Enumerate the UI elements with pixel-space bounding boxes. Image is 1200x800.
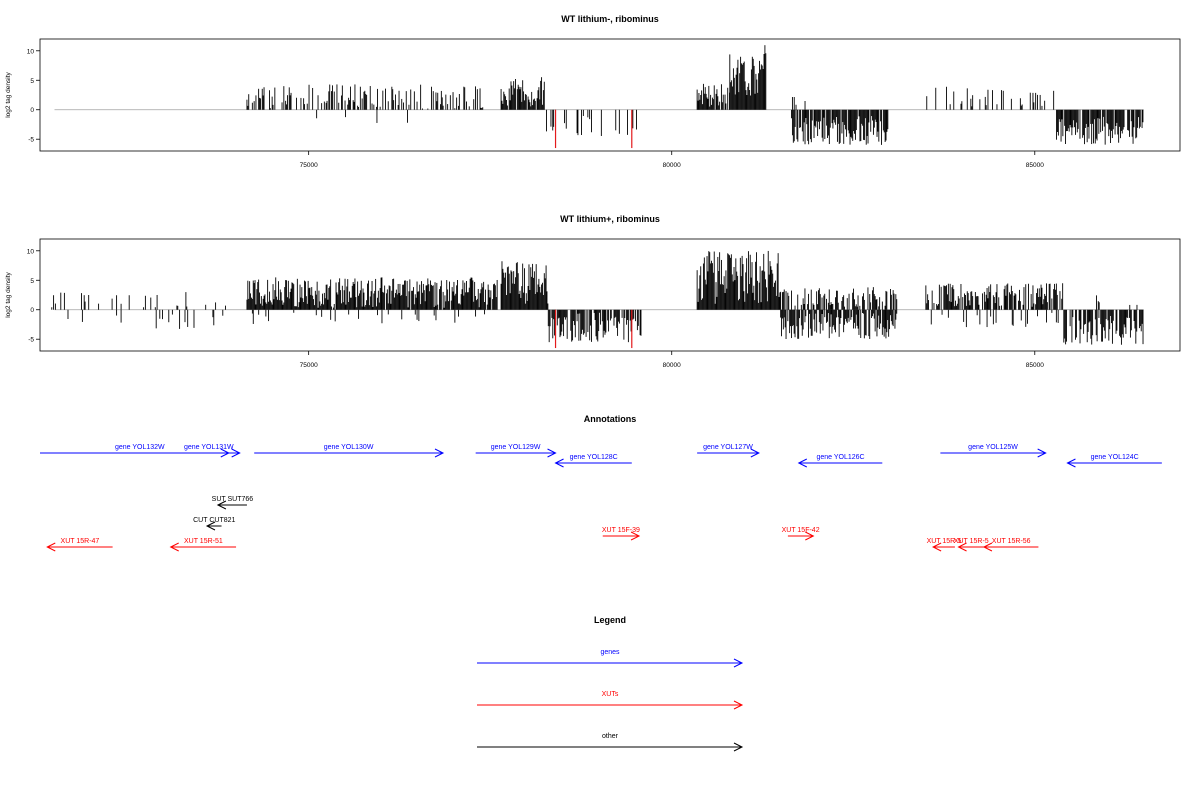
y-tick-label: -5 bbox=[28, 337, 34, 344]
highlight-bars bbox=[554, 309, 633, 349]
arrowhead-icon bbox=[216, 500, 227, 510]
x-tick-label: 85000 bbox=[1026, 162, 1044, 169]
feature-gene: gene YOL126C bbox=[797, 454, 883, 468]
feature-xut: XUT 15F-39 bbox=[602, 527, 641, 541]
arrowhead-icon bbox=[46, 542, 56, 552]
arrowhead-icon bbox=[805, 531, 815, 541]
feature-label: XUT 15F-39 bbox=[602, 527, 640, 534]
plot-frame bbox=[39, 38, 1181, 152]
legend-label: genes bbox=[600, 649, 620, 656]
y-tick-label: 10 bbox=[27, 48, 35, 55]
feature-xut: XUT 15R-47 bbox=[46, 538, 113, 552]
y-tick-label: 5 bbox=[30, 278, 34, 285]
y-axis-label: log2 tag density bbox=[5, 71, 12, 117]
x-tick-label: 75000 bbox=[300, 362, 318, 369]
feature-label: XUT 15R-5 bbox=[954, 538, 989, 545]
feature-label: gene YOL125W bbox=[968, 444, 1018, 451]
legend-label: XUTs bbox=[602, 691, 619, 698]
feature-gene: gene YOL124C bbox=[1066, 454, 1162, 468]
feature-label: gene YOL129W bbox=[491, 444, 541, 451]
feature-label: CUT CUT821 bbox=[193, 517, 235, 524]
arrowhead-icon bbox=[733, 700, 744, 710]
feature-label: gene YOL131W bbox=[184, 444, 234, 451]
arrowhead-icon bbox=[169, 542, 179, 552]
arrowhead-icon bbox=[932, 542, 942, 552]
feature-gene: gene YOL128C bbox=[554, 454, 632, 468]
legend-item-other: other bbox=[477, 733, 744, 752]
feature-other: SUT SUT766 bbox=[212, 496, 254, 510]
feature-label: gene YOL132W bbox=[115, 444, 165, 451]
feature-label: SUT SUT766 bbox=[212, 496, 254, 503]
arrowhead-icon bbox=[1037, 448, 1047, 458]
annotations-panel: Annotations gene YOL132W gene YOL131W gene… bbox=[40, 414, 1162, 552]
feature-gene: gene YOL131W bbox=[184, 444, 234, 458]
x-axis: 75000 80000 85000 bbox=[300, 351, 1044, 369]
feature-label: gene YOL126C bbox=[816, 454, 864, 461]
y-axis: -5 0 5 10 bbox=[27, 48, 40, 144]
arrowhead-icon bbox=[1066, 458, 1076, 468]
feature-xut: XUT 15R-5 bbox=[954, 538, 989, 552]
plot-frame bbox=[39, 238, 1181, 352]
legend-items: genes XUTs other bbox=[477, 649, 744, 752]
feature-label: XUT 15F-42 bbox=[782, 527, 820, 534]
feature-xut: XUT 15R-51 bbox=[169, 538, 237, 552]
feature-other: CUT CUT821 bbox=[193, 517, 236, 531]
feature-label: gene YOL130W bbox=[324, 444, 374, 451]
panel-lithium-minus: WT lithium-, ribominus log2 tag density … bbox=[5, 14, 1181, 169]
y-axis-label: log2 tag density bbox=[5, 271, 12, 317]
legend-item-gene: genes bbox=[477, 649, 744, 668]
annotation-features: gene YOL132W gene YOL131W gene YOL130W gene… bbox=[40, 444, 1162, 552]
feature-gene: gene YOL130W bbox=[254, 444, 445, 458]
panel-lithium-plus: WT lithium+, ribominus log2 tag density … bbox=[5, 214, 1181, 369]
x-tick-label: 80000 bbox=[663, 162, 681, 169]
feature-label: XUT 15R-47 bbox=[61, 538, 100, 545]
y-tick-label: 0 bbox=[30, 307, 34, 314]
feature-label: XUT 15R-5 bbox=[927, 538, 962, 545]
feature-label: gene YOL124C bbox=[1091, 454, 1139, 461]
panel-title: WT lithium+, ribominus bbox=[560, 214, 660, 224]
annotations-title: Annotations bbox=[584, 414, 637, 424]
x-axis: 75000 80000 85000 bbox=[300, 151, 1044, 169]
y-tick-label: 5 bbox=[30, 78, 34, 85]
arrowhead-icon bbox=[733, 658, 744, 668]
feature-gene: gene YOL129W bbox=[475, 444, 557, 458]
legend: Legend genes XUTs other bbox=[477, 615, 744, 752]
arrowhead-icon bbox=[982, 542, 993, 552]
arrowhead-icon bbox=[733, 742, 744, 752]
density-bars bbox=[51, 250, 1144, 345]
legend-label: other bbox=[602, 733, 619, 740]
y-axis: -5 0 5 10 bbox=[27, 248, 40, 344]
feature-label: XUT 15R-51 bbox=[184, 538, 223, 545]
legend-title: Legend bbox=[594, 615, 626, 625]
arrowhead-icon bbox=[750, 448, 760, 458]
arrowhead-icon bbox=[630, 531, 641, 541]
arrowhead-icon bbox=[547, 448, 557, 458]
arrowhead-icon bbox=[205, 521, 216, 531]
x-tick-label: 80000 bbox=[663, 362, 681, 369]
y-tick-label: -5 bbox=[28, 137, 34, 144]
arrowhead-icon bbox=[220, 448, 230, 458]
feature-label: gene YOL127W bbox=[703, 444, 753, 451]
feature-label: gene YOL128C bbox=[570, 454, 618, 461]
density-bars bbox=[246, 45, 1144, 145]
feature-gene: gene YOL125W bbox=[940, 444, 1047, 458]
feature-xut: XUT 15F-42 bbox=[782, 527, 820, 541]
panel-title: WT lithium-, ribominus bbox=[561, 14, 659, 24]
arrowhead-icon bbox=[434, 448, 445, 458]
legend-item-xut: XUTs bbox=[477, 691, 744, 710]
y-tick-label: 10 bbox=[27, 248, 35, 255]
x-tick-label: 75000 bbox=[300, 162, 318, 169]
arrowhead-icon bbox=[797, 458, 808, 468]
feature-label: XUT 15R-56 bbox=[992, 538, 1031, 545]
y-tick-label: 0 bbox=[30, 107, 34, 114]
feature-xut: XUT 15R-56 bbox=[982, 538, 1039, 552]
arrowhead-icon bbox=[554, 458, 564, 468]
arrowhead-icon bbox=[957, 542, 967, 552]
arrowhead-icon bbox=[231, 448, 241, 458]
x-tick-label: 85000 bbox=[1026, 362, 1044, 369]
feature-xut: XUT 15R-5 bbox=[927, 538, 962, 552]
highlight-bars bbox=[554, 109, 633, 149]
feature-gene: gene YOL127W bbox=[697, 444, 760, 458]
